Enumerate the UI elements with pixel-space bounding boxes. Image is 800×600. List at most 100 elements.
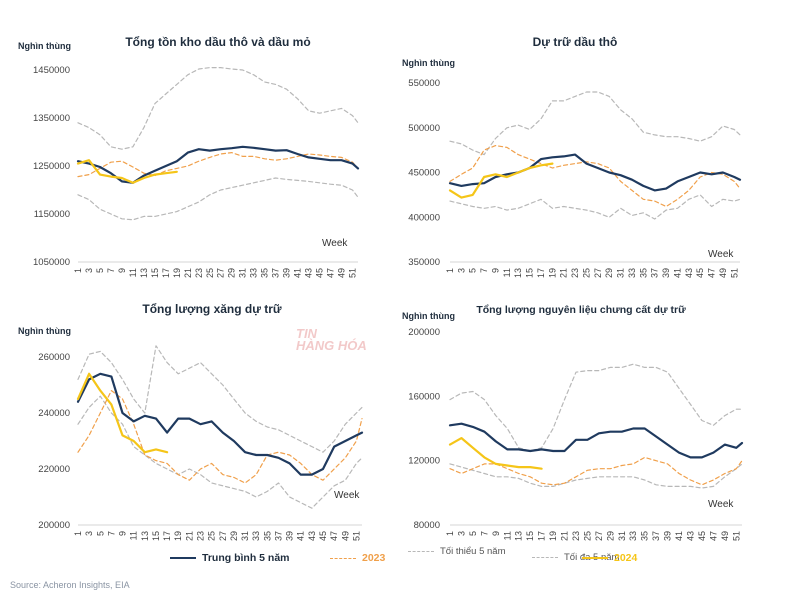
x-tick-label: 3 [456, 531, 466, 536]
x-tick-label: 1 [73, 268, 83, 273]
x-tick-label: 45 [695, 268, 705, 278]
x-tick-label: 23 [571, 531, 581, 541]
x-tick-label: 47 [707, 268, 717, 278]
x-tick-label: 7 [106, 268, 116, 273]
x-tick-label: 23 [196, 531, 206, 541]
legend-label-y2023: 2023 [362, 552, 386, 564]
x-tick-label: 5 [95, 268, 105, 273]
x-tick-label: 47 [708, 531, 718, 541]
y-tick-label: 120000 [408, 456, 440, 467]
legend-label-min: Tối thiểu 5 năm [440, 546, 506, 557]
x-tick-label: 37 [271, 268, 281, 278]
x-tick-label: 9 [117, 268, 127, 273]
x-tick-label: 17 [161, 268, 171, 278]
x-tick-label: 19 [172, 268, 182, 278]
y-tick-label: 220000 [38, 464, 70, 475]
y-tick-label: 1050000 [33, 257, 70, 268]
x-tick-label: 27 [218, 531, 228, 541]
x-tick-label: 5 [468, 531, 478, 536]
y-tick-label: 160000 [408, 391, 440, 402]
x-tick-label: 17 [536, 268, 546, 278]
x-tick-label: 37 [273, 531, 283, 541]
x-tick-label: 7 [479, 268, 489, 273]
x-tick-label: 29 [605, 531, 615, 541]
series-line-avg [76, 145, 360, 184]
x-tick-label: 19 [548, 531, 558, 541]
x-tick-label: 43 [307, 531, 317, 541]
x-tick-label: 17 [537, 531, 547, 541]
chart-panel-3: Tổng lượng xăng dự trữ Nghìn thùng 200000 2… [18, 302, 364, 541]
x-tick-label: 27 [593, 268, 603, 278]
x-tick-label: 51 [729, 268, 739, 278]
x-tick-label: 27 [216, 268, 226, 278]
x-tick-label: 21 [559, 268, 569, 278]
y-axis-label: Nghìn thùng [402, 58, 455, 68]
x-tick-label: 35 [640, 531, 650, 541]
y-tick-label: 450000 [408, 168, 440, 179]
x-axis-label: Week [708, 499, 734, 510]
x-tick-label: 35 [638, 268, 648, 278]
x-tick-label: 51 [351, 531, 361, 541]
source-note: Source: Acheron Insights, EIA [10, 580, 130, 590]
x-tick-label: 15 [151, 531, 161, 541]
watermark-line-2: HÀNG HÓA [296, 338, 367, 353]
y-tick-label: 500000 [408, 123, 440, 134]
x-tick-label: 15 [525, 268, 535, 278]
x-tick-label: 27 [594, 531, 604, 541]
x-tick-label: 31 [617, 531, 627, 541]
x-tick-label: 25 [581, 268, 591, 278]
legend-item-y2024: 2024 [582, 552, 637, 564]
x-tick-label: 39 [282, 268, 292, 278]
series-line-max [449, 363, 743, 452]
x-tick-label: 17 [162, 531, 172, 541]
x-tick-label: 45 [318, 531, 328, 541]
series-line-max [77, 66, 359, 150]
legend-item-min: Tối thiểu 5 năm [408, 546, 505, 557]
y-tick-label: 1350000 [33, 113, 70, 124]
y-axis-label: Nghìn thùng [402, 311, 455, 321]
x-tick-label: 49 [720, 531, 730, 541]
x-tick-label: 35 [260, 268, 270, 278]
x-tick-label: 39 [661, 268, 671, 278]
chart-title: Tổng lượng nguyên liệu chưng cất dự trữ [476, 304, 686, 316]
series-line-max [449, 91, 741, 156]
x-tick-label: 31 [240, 531, 250, 541]
x-tick-label: 7 [479, 531, 489, 536]
x-tick-label: 33 [249, 268, 259, 278]
x-tick-label: 47 [326, 268, 336, 278]
x-tick-label: 25 [582, 531, 592, 541]
series-line-y2023 [77, 152, 359, 178]
x-tick-label: 25 [205, 268, 215, 278]
chart-panel-1: Tổng tồn kho dầu thô và dầu mỏ Nghìn thùn… [18, 35, 360, 278]
series-line-avg [76, 372, 364, 476]
series-line-avg [448, 153, 742, 192]
x-tick-label: 1 [445, 531, 455, 536]
series-line-y2023 [77, 390, 363, 484]
series-line-max [77, 345, 363, 453]
x-tick-label: 11 [128, 268, 138, 277]
y-tick-label: 1150000 [34, 209, 70, 220]
x-tick-label: 13 [140, 531, 150, 541]
watermark-line-1: TIN [296, 326, 317, 341]
x-tick-label: 1 [445, 268, 455, 273]
y-tick-label: 350000 [408, 257, 440, 268]
x-tick-label: 49 [340, 531, 350, 541]
x-tick-label: 21 [560, 531, 570, 541]
chart-panel-2: Dự trữ dầu thô Nghìn thùng 350000 400000 450… [402, 35, 742, 278]
legend-swatch-min [408, 551, 434, 552]
legend: Trung bình 5 năm 2023 Tối thiểu 5 năm Tối đ… [140, 546, 780, 570]
series-line-avg [448, 422, 744, 459]
x-tick-label: 41 [293, 268, 303, 278]
y-tick-label: 550000 [408, 78, 440, 89]
x-tick-label: 5 [95, 531, 105, 536]
x-tick-label: 33 [627, 268, 637, 278]
x-tick-label: 31 [238, 268, 248, 278]
legend-swatch-avg [170, 557, 196, 559]
series-line-y2024 [76, 159, 178, 184]
y-tick-label: 260000 [38, 352, 70, 363]
x-tick-label: 11 [502, 531, 512, 540]
x-tick-label: 3 [456, 268, 466, 273]
chart-title: Dự trữ dầu thô [533, 35, 618, 49]
x-tick-label: 11 [502, 268, 512, 277]
